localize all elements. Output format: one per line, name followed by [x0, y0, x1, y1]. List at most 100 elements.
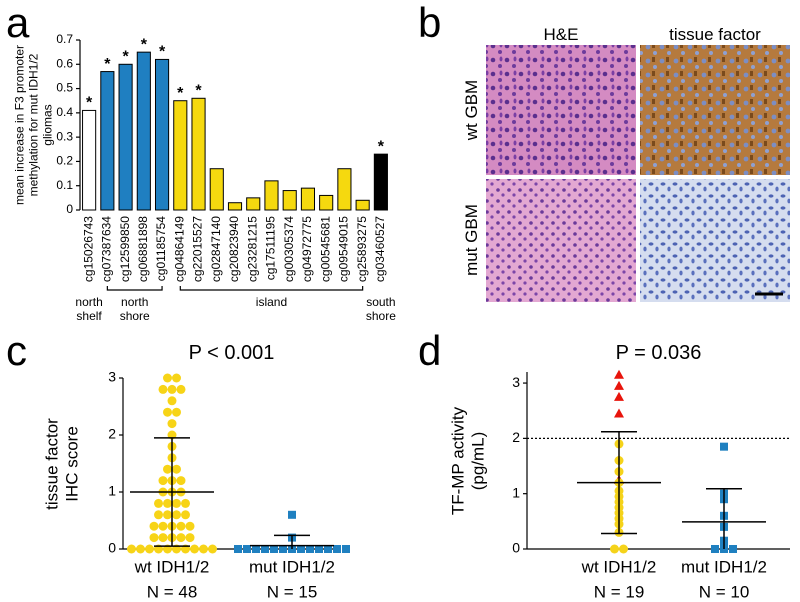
bar [319, 194, 334, 211]
data-point [149, 521, 159, 531]
y-tick-label: 0.4 [56, 105, 73, 119]
x-tick-label: cg04972775 [300, 216, 314, 282]
x-tick-label: cg09549015 [337, 216, 351, 282]
x-tick-label: cg12599850 [118, 216, 132, 282]
data-point [163, 407, 172, 417]
data-point [315, 545, 323, 553]
data-point [149, 533, 159, 543]
y-tick-label: 0.7 [56, 32, 73, 46]
data-point [136, 544, 145, 554]
x-tick-label: cg00305374 [282, 216, 296, 282]
data-point [176, 384, 186, 394]
n-label: N = 48 [147, 582, 198, 601]
n-label: N = 10 [699, 582, 750, 601]
chart-title: P = 0.036 [615, 342, 702, 364]
bar [136, 51, 151, 211]
group-label: north shelf [75, 295, 103, 323]
data-point [172, 498, 181, 508]
significance-marker: * [159, 44, 166, 61]
significance-marker: * [378, 138, 385, 155]
he-wt-image [486, 45, 636, 175]
data-point [614, 391, 624, 401]
n-label: N = 19 [594, 582, 645, 601]
data-point [163, 510, 172, 520]
bar [82, 109, 97, 211]
x-tick-label: cg04864149 [172, 216, 186, 282]
bar [246, 197, 261, 211]
x-tick-label: cg22015527 [191, 216, 205, 282]
x-tick-label: cg03460527 [373, 216, 387, 282]
data-point [729, 545, 737, 553]
bar [173, 100, 188, 211]
x-tick-label: cg17511195 [264, 216, 278, 281]
column-label: H&E [543, 25, 579, 44]
y-tick-label: 3 [108, 369, 116, 385]
data-point [176, 533, 186, 543]
data-point [324, 545, 332, 553]
data-point [261, 545, 269, 553]
group-bracket [179, 286, 364, 291]
y-tick-label: 2 [108, 426, 116, 442]
bar [337, 168, 352, 211]
row-label: mut GBM [462, 204, 482, 276]
data-point [199, 544, 208, 554]
x-tick-label: cg01185754 [154, 216, 168, 282]
y-tick-label: 0 [512, 540, 520, 556]
bar [264, 180, 279, 211]
data-point [279, 545, 287, 553]
group-label: north shore [119, 295, 150, 323]
panel-letter: b [418, 0, 442, 46]
data-point [154, 498, 163, 508]
data-point [172, 464, 181, 474]
x-tick-label: mut IDH1/2 [249, 557, 335, 576]
bar [300, 187, 316, 211]
significance-marker: * [104, 56, 111, 73]
y-tick-label: 0 [66, 202, 73, 216]
data-point [711, 545, 719, 553]
bar [209, 168, 224, 211]
data-point [185, 533, 195, 543]
y-tick-label: 0.5 [56, 81, 73, 95]
group-bracket [106, 286, 163, 291]
y-tick-label: 0.6 [56, 56, 73, 70]
data-point [181, 498, 190, 508]
y-tick-label: 0.2 [56, 154, 73, 168]
data-point [163, 373, 172, 383]
data-point [720, 442, 728, 451]
significance-marker: * [177, 85, 184, 102]
bar [373, 153, 388, 211]
data-point [270, 545, 278, 553]
panel-letter: a [6, 0, 30, 46]
significance-marker: * [86, 95, 93, 112]
tf-mut-image [640, 179, 790, 302]
y-axis-label: mean increase in F3 promoter methylation… [12, 44, 54, 206]
data-point [252, 545, 260, 553]
y-tick-label: 1 [108, 483, 116, 499]
x-tick-label: cg23281215 [245, 216, 259, 282]
y-tick-label: 3 [512, 374, 520, 390]
group-label: island [255, 295, 288, 309]
data-point [172, 407, 181, 417]
x-tick-label: cg02847140 [209, 216, 223, 282]
data-point [158, 384, 168, 394]
significance-marker: * [141, 36, 148, 53]
x-tick-label: wt IDH1/2 [134, 557, 210, 576]
data-point [619, 544, 628, 554]
row-label: wt GBM [462, 79, 482, 141]
data-point [208, 544, 217, 554]
significance-marker: * [122, 49, 129, 66]
data-point [158, 533, 168, 543]
data-point [158, 476, 168, 486]
bar [191, 97, 206, 211]
x-tick-label: wt IDH1/2 [581, 557, 657, 576]
data-point [181, 510, 190, 520]
data-point [614, 369, 624, 379]
data-point [145, 544, 154, 554]
data-point [154, 510, 163, 520]
data-point [163, 464, 172, 474]
bar [227, 202, 243, 211]
data-point [127, 544, 136, 554]
bar [282, 190, 297, 211]
data-point [167, 396, 177, 406]
data-point [234, 545, 242, 553]
